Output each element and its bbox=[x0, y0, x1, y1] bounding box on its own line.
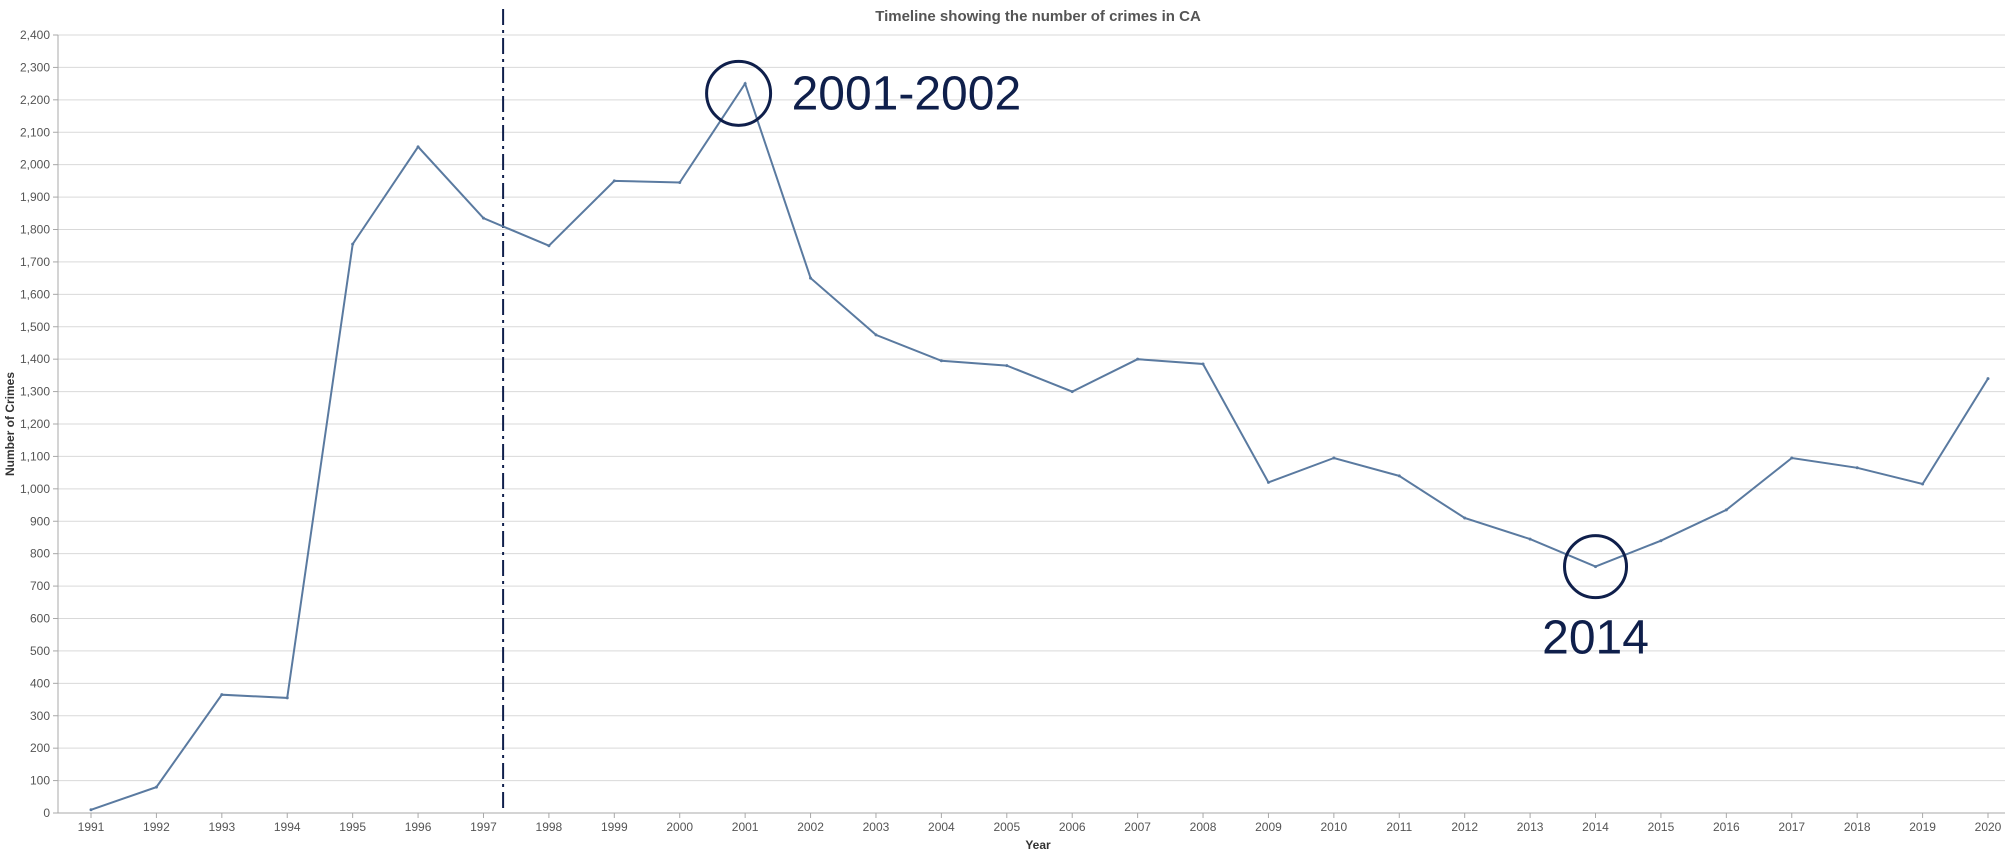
data-point bbox=[874, 333, 878, 337]
y-tick-label: 300 bbox=[30, 709, 50, 723]
annotation-circle-2001-2002 bbox=[705, 59, 773, 127]
y-axis-label: Number of Crimes bbox=[3, 372, 17, 476]
x-tick-label: 1998 bbox=[536, 820, 563, 834]
data-point bbox=[1855, 466, 1859, 470]
x-tick-label: 2005 bbox=[993, 820, 1020, 834]
data-point bbox=[1136, 357, 1140, 361]
y-tick-label: 1,900 bbox=[20, 190, 50, 204]
chart-title: Timeline showing the number of crimes in… bbox=[875, 8, 1201, 25]
y-tick-label: 2,000 bbox=[20, 158, 50, 172]
x-tick-label: 2007 bbox=[1124, 820, 1151, 834]
y-tick-label: 500 bbox=[30, 644, 50, 658]
x-tick-label: 1993 bbox=[208, 820, 235, 834]
x-tick-label: 2016 bbox=[1713, 820, 1740, 834]
y-tick-label: 1,200 bbox=[20, 417, 50, 431]
data-point bbox=[1463, 516, 1467, 520]
x-tick-label: 2009 bbox=[1255, 820, 1282, 834]
data-point bbox=[285, 696, 289, 700]
data-point bbox=[1070, 390, 1074, 394]
y-tick-label: 1,400 bbox=[20, 352, 50, 366]
x-tick-label: 2018 bbox=[1844, 820, 1871, 834]
data-point bbox=[1986, 377, 1990, 381]
x-tick-label: 1991 bbox=[78, 820, 105, 834]
x-tick-label: 1994 bbox=[274, 820, 301, 834]
y-tick-label: 2,200 bbox=[20, 93, 50, 107]
x-tick-label: 1992 bbox=[143, 820, 170, 834]
x-tick-label: 2001 bbox=[732, 820, 759, 834]
data-point bbox=[1005, 364, 1009, 368]
data-point bbox=[1201, 362, 1205, 366]
data-point bbox=[1659, 539, 1663, 543]
y-tick-label: 1,700 bbox=[20, 255, 50, 269]
y-tick-label: 1,100 bbox=[20, 449, 50, 463]
x-tick-label: 2002 bbox=[797, 820, 824, 834]
y-tick-label: 400 bbox=[30, 676, 50, 690]
data-point bbox=[1528, 537, 1532, 541]
y-axis-ticks: 0 100 200 300 400 500 600 700 800 900 1,000 1,100 1,… bbox=[20, 28, 58, 820]
y-tick-label: 2,100 bbox=[20, 125, 50, 139]
annotation-label-2001-2002: 2001-2002 bbox=[792, 67, 1022, 120]
data-point bbox=[743, 82, 747, 86]
y-tick-label: 0 bbox=[43, 806, 50, 820]
x-axis-label: Year bbox=[1025, 838, 1051, 852]
y-tick-label: 800 bbox=[30, 547, 50, 561]
x-tick-label: 2013 bbox=[1517, 820, 1544, 834]
y-tick-label: 2,400 bbox=[20, 28, 50, 42]
data-point bbox=[1594, 565, 1598, 569]
data-point bbox=[1724, 508, 1728, 512]
y-tick-label: 600 bbox=[30, 612, 50, 626]
x-tick-label: 1997 bbox=[470, 820, 497, 834]
data-points bbox=[89, 82, 1990, 812]
x-tick-label: 2000 bbox=[666, 820, 693, 834]
y-tick-label: 1,800 bbox=[20, 223, 50, 237]
data-point bbox=[154, 785, 158, 789]
x-tick-label: 2015 bbox=[1648, 820, 1675, 834]
x-tick-label: 2006 bbox=[1059, 820, 1086, 834]
data-point bbox=[1921, 482, 1925, 486]
data-point bbox=[1397, 474, 1401, 478]
y-tick-label: 200 bbox=[30, 741, 50, 755]
x-tick-label: 1996 bbox=[405, 820, 432, 834]
data-point bbox=[481, 216, 485, 220]
annotation-label-2014: 2014 bbox=[1542, 612, 1649, 665]
x-tick-label: 1995 bbox=[339, 820, 366, 834]
x-axis-ticks: 1991 1992 1993 1994 1995 1996 1997 1998 1999 2000… bbox=[78, 813, 2002, 834]
crime-count-series-line bbox=[90, 81, 1989, 811]
data-point bbox=[809, 276, 813, 280]
y-tick-label: 1,500 bbox=[20, 320, 50, 334]
x-tick-label: 2008 bbox=[1190, 820, 1217, 834]
x-tick-label: 2012 bbox=[1451, 820, 1478, 834]
y-tick-label: 100 bbox=[30, 774, 50, 788]
y-tick-label: 700 bbox=[30, 579, 50, 593]
data-point bbox=[678, 180, 682, 184]
data-point bbox=[220, 693, 224, 697]
x-tick-label: 1999 bbox=[601, 820, 628, 834]
annotation-circle-2014 bbox=[1563, 534, 1629, 600]
x-tick-label: 2011 bbox=[1386, 820, 1412, 834]
data-point bbox=[939, 359, 943, 363]
x-tick-label: 2004 bbox=[928, 820, 955, 834]
data-point bbox=[612, 179, 616, 183]
x-tick-label: 2019 bbox=[1909, 820, 1936, 834]
data-point bbox=[547, 244, 551, 248]
y-tick-label: 900 bbox=[30, 514, 50, 528]
x-tick-label: 2014 bbox=[1582, 820, 1609, 834]
x-tick-label: 2003 bbox=[863, 820, 890, 834]
data-point bbox=[89, 808, 93, 812]
x-tick-label: 2020 bbox=[1975, 820, 2002, 834]
y-tick-label: 1,300 bbox=[20, 385, 50, 399]
x-tick-label: 2017 bbox=[1778, 820, 1805, 834]
y-tick-label: 1,000 bbox=[20, 482, 50, 496]
data-point bbox=[1266, 480, 1270, 484]
data-point bbox=[416, 145, 420, 149]
gridlines bbox=[58, 34, 2005, 814]
y-tick-label: 1,600 bbox=[20, 287, 50, 301]
data-point bbox=[351, 242, 355, 246]
data-point bbox=[1332, 456, 1336, 460]
y-tick-label: 2,300 bbox=[20, 60, 50, 74]
x-tick-label: 2010 bbox=[1321, 820, 1348, 834]
data-point bbox=[1790, 456, 1794, 460]
annotations: 2001-2002 2014 bbox=[705, 59, 1649, 665]
